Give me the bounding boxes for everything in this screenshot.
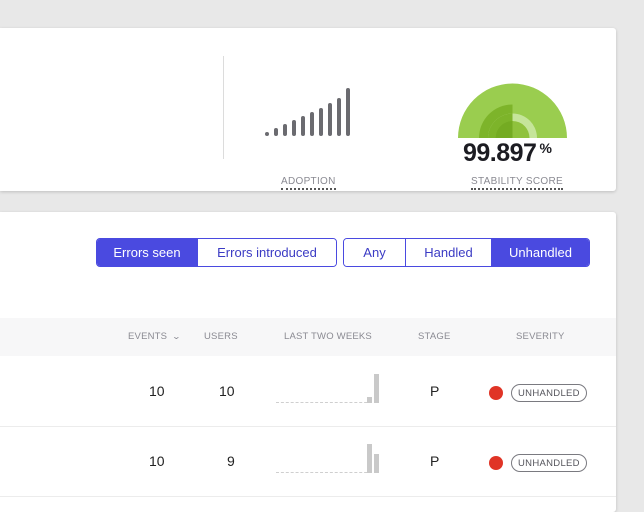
sparkline-bar [367, 444, 372, 473]
events-count: 10 [149, 453, 165, 469]
summary-divider [223, 56, 224, 159]
stability-score-value: 99.897 [463, 139, 537, 167]
stage-value: P [430, 453, 440, 469]
errors-introduced-button[interactable]: Errors introduced [197, 239, 336, 266]
adoption-bar [328, 103, 332, 136]
stage-value: P [430, 383, 440, 399]
column-last-two-weeks: LAST TWO WEEKS [284, 331, 372, 342]
column-stage: STAGE [418, 331, 451, 342]
stability-metric[interactable]: 99.897% STABILITY SCORE [455, 56, 585, 196]
chevron-down-icon: ⌄ [171, 332, 182, 341]
trend-sparkline [276, 438, 382, 473]
stability-score-unit: % [539, 140, 552, 156]
adoption-bar [292, 120, 296, 136]
stability-label[interactable]: STABILITY SCORE [471, 176, 563, 190]
sparkline-bar [367, 397, 372, 403]
stability-gauge-icon [458, 83, 567, 138]
column-events-label: EVENTS [128, 331, 168, 342]
adoption-metric[interactable]: ADOPTION [255, 78, 365, 190]
time-filter-group: Errors seen Errors introduced [96, 238, 337, 267]
adoption-bar [283, 124, 287, 136]
adoption-bar [310, 112, 314, 136]
errors-seen-button[interactable]: Errors seen [97, 239, 197, 266]
table-header: EVENTS ⌄ USERS LAST TWO WEEKS STAGE SEVER… [0, 318, 616, 356]
adoption-bar [346, 88, 350, 136]
table-row[interactable]: 10 10 P UNHANDLED [0, 356, 616, 427]
column-events[interactable]: EVENTS ⌄ [128, 318, 182, 356]
column-severity: SEVERITY [516, 331, 565, 342]
summary-card: ADOPTION 99.897% STABILITY SCORE [0, 28, 616, 191]
sparkline-bar [374, 374, 379, 403]
handled-filter-group: Any Handled Unhandled [343, 238, 590, 267]
column-users[interactable]: USERS [204, 331, 238, 342]
severity-dot-icon [489, 386, 503, 400]
events-count: 10 [149, 383, 165, 399]
errors-card: Errors seen Errors introduced Any Handle… [0, 212, 616, 512]
trend-sparkline [276, 368, 382, 403]
handled-button[interactable]: Handled [405, 239, 491, 266]
adoption-bar [265, 132, 269, 136]
adoption-bar [319, 108, 323, 136]
adoption-bar [337, 98, 341, 136]
users-count: 9 [227, 453, 235, 469]
sparkline-bar [374, 454, 379, 473]
adoption-bars-icon [265, 86, 355, 136]
severity-badge: UNHANDLED [511, 384, 587, 402]
unhandled-button[interactable]: Unhandled [491, 239, 589, 266]
users-count: 10 [219, 383, 235, 399]
severity-badge: UNHANDLED [511, 454, 587, 472]
adoption-bar [301, 116, 305, 136]
table-row[interactable]: 10 9 P UNHANDLED [0, 426, 616, 497]
adoption-label[interactable]: ADOPTION [281, 176, 336, 190]
stability-score: 99.897% [463, 139, 552, 168]
adoption-bar [274, 128, 278, 136]
any-button[interactable]: Any [344, 239, 405, 266]
severity-dot-icon [489, 456, 503, 470]
